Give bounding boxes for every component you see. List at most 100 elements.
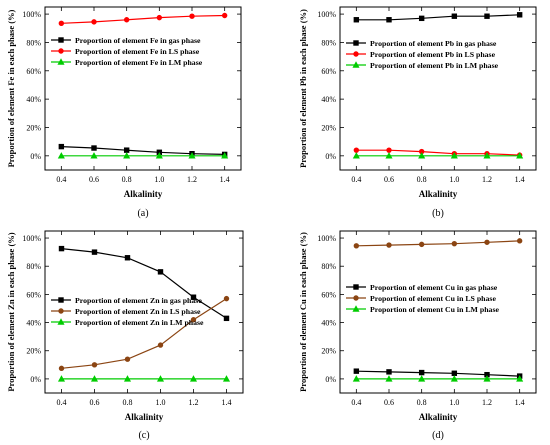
data-point-s3-p4 bbox=[450, 375, 458, 382]
x-axis-label: Alkalinity bbox=[419, 412, 458, 422]
data-point-s1-p1 bbox=[58, 245, 65, 252]
legend-entry: Proportion of element Pb in LM phase bbox=[370, 61, 499, 70]
plot-frame bbox=[44, 6, 242, 171]
data-point-s1-p2 bbox=[386, 369, 392, 375]
series-line-1 bbox=[61, 146, 225, 155]
panel-label: (d) bbox=[432, 430, 444, 441]
data-point-s3-p4 bbox=[156, 375, 165, 382]
data-point-s1-p6 bbox=[223, 315, 230, 322]
data-point-s2-p1 bbox=[353, 243, 360, 249]
data-point-s3-p3 bbox=[123, 152, 131, 159]
legend-swatch-marker bbox=[58, 308, 64, 314]
data-point-s1-p2 bbox=[386, 17, 392, 23]
legend-swatch-marker bbox=[353, 51, 359, 57]
y-tick-label: 40% bbox=[26, 95, 41, 104]
data-point-s2-p1 bbox=[353, 147, 360, 153]
y-tick-label: 0% bbox=[325, 375, 336, 384]
data-point-s2-p4 bbox=[156, 14, 163, 21]
data-point-s3-p6 bbox=[221, 152, 229, 159]
series-line-1 bbox=[356, 14, 520, 21]
data-point-s1-p4 bbox=[451, 13, 458, 19]
y-tick-label: 100% bbox=[317, 10, 336, 19]
data-point-s1-p3 bbox=[418, 15, 425, 22]
data-point-s2-p2 bbox=[91, 362, 98, 368]
x-tick-label: 0.8 bbox=[122, 175, 132, 184]
chart-panel-4: 0% 20% 40% 60% 80% 100% 0.4 0.6 0.8 1.0 1.2 1.4 Alka… bbox=[298, 230, 537, 441]
data-point-s1-p1 bbox=[353, 368, 360, 374]
legend-entry: Proportion of element Fe in LM phase bbox=[75, 58, 203, 67]
plot-frame bbox=[44, 230, 244, 394]
x-tick-label: 1.4 bbox=[222, 398, 232, 407]
y-tick-label: 40% bbox=[321, 95, 336, 104]
chart-panel-3: 0% 20% 40% 60% 80% 100% 0.4 0.6 0.8 1.0 1.2 1.4 Alka… bbox=[6, 230, 244, 441]
y-tick-label: 100% bbox=[317, 234, 336, 243]
y-tick-label: 80% bbox=[26, 38, 41, 47]
legend-swatch-marker bbox=[352, 61, 360, 68]
data-point-s2-p3 bbox=[123, 17, 130, 23]
data-point-s1-p1 bbox=[58, 143, 65, 150]
legend-entry: Proportion of element Pb in gas phase bbox=[370, 39, 497, 48]
x-tick-label: 0.8 bbox=[123, 398, 133, 407]
data-point-s3-p3 bbox=[418, 375, 426, 382]
data-point-s3-p2 bbox=[90, 375, 99, 382]
data-point-s3-p4 bbox=[450, 152, 458, 159]
y-tick-label: 100% bbox=[22, 234, 41, 243]
data-point-s3-p1 bbox=[352, 375, 360, 382]
data-point-s2-p1 bbox=[58, 20, 65, 26]
legend-swatch-marker bbox=[353, 284, 359, 290]
y-tick-label: 20% bbox=[321, 347, 336, 356]
data-point-s2-p2 bbox=[386, 147, 392, 153]
legend-entry: Proportion of element Zn in LM phase bbox=[75, 318, 204, 327]
data-point-s3-p1 bbox=[352, 152, 360, 159]
y-tick-label: 40% bbox=[321, 319, 336, 328]
y-axis-label: Proportion of element Pb in each phase (… bbox=[298, 9, 308, 168]
series-line-1 bbox=[356, 370, 520, 377]
data-point-s1-p3 bbox=[418, 369, 425, 376]
data-point-s1-p2 bbox=[91, 145, 97, 151]
data-point-s3-p4 bbox=[155, 152, 163, 159]
x-tick-label: 1.0 bbox=[449, 398, 459, 407]
legend-entry: Proportion of element Zn in LS phase bbox=[75, 307, 201, 316]
x-tick-label: 1.2 bbox=[482, 398, 492, 407]
x-tick-label: 1.0 bbox=[156, 398, 166, 407]
x-tick-label: 0.4 bbox=[57, 398, 67, 407]
y-axis-label: Proportion of element Zn in each phase (… bbox=[6, 232, 16, 391]
legend-entry: Proportion of element Fe in LS phase bbox=[75, 47, 200, 56]
legend-entry: Proportion of element Cu in LM phase bbox=[370, 305, 499, 314]
panel-label: (b) bbox=[432, 208, 444, 219]
data-point-s3-p5 bbox=[188, 152, 196, 159]
data-point-s1-p6 bbox=[516, 12, 523, 18]
x-tick-label: 1.0 bbox=[154, 175, 164, 184]
y-tick-label: 100% bbox=[22, 10, 41, 19]
data-point-s2-p5 bbox=[189, 13, 195, 19]
data-point-s1-p4 bbox=[451, 370, 458, 376]
legend-swatch-marker bbox=[57, 58, 65, 65]
x-tick-label: 1.4 bbox=[515, 175, 525, 184]
data-point-s1-p2 bbox=[91, 249, 98, 255]
series-line-2 bbox=[356, 149, 520, 156]
data-point-s2-p5 bbox=[190, 317, 197, 323]
chart-panel-2: 0% 20% 40% 60% 80% 100% 0.4 0.6 0.8 1.0 1.2 1.4 Alka… bbox=[298, 6, 537, 219]
data-point-s1-p5 bbox=[484, 13, 490, 19]
plot-frame bbox=[339, 230, 537, 394]
legend-entry: Proportion of element Fe in gas phase bbox=[75, 36, 201, 45]
y-tick-label: 0% bbox=[30, 375, 41, 384]
data-point-s3-p3 bbox=[123, 375, 132, 382]
series-line-2 bbox=[356, 240, 520, 247]
x-tick-label: 0.4 bbox=[351, 398, 361, 407]
data-point-s3-p5 bbox=[189, 375, 198, 382]
legend-swatch-marker bbox=[58, 48, 64, 54]
y-tick-label: 0% bbox=[30, 152, 41, 161]
data-point-s3-p5 bbox=[483, 152, 491, 159]
y-tick-label: 40% bbox=[26, 319, 41, 328]
legend-entry: Proportion of element Cu in gas phase bbox=[370, 283, 498, 292]
y-tick-label: 20% bbox=[26, 123, 41, 132]
y-tick-label: 60% bbox=[26, 67, 41, 76]
panel-label: (c) bbox=[138, 430, 149, 441]
data-point-s2-p6 bbox=[516, 238, 523, 244]
y-tick-label: 20% bbox=[26, 347, 41, 356]
data-point-s1-p3 bbox=[123, 147, 130, 153]
y-tick-label: 0% bbox=[325, 152, 336, 161]
data-point-s2-p2 bbox=[386, 242, 392, 248]
data-point-s2-p3 bbox=[124, 356, 131, 362]
